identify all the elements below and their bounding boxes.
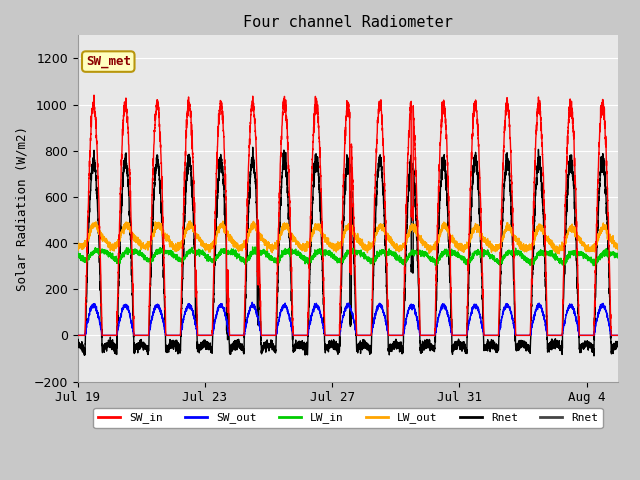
- Y-axis label: Solar Radiation (W/m2): Solar Radiation (W/m2): [15, 126, 28, 291]
- Legend: SW_in, SW_out, LW_in, LW_out, Rnet, Rnet: SW_in, SW_out, LW_in, LW_out, Rnet, Rnet: [93, 408, 603, 428]
- X-axis label: Time: Time: [333, 410, 363, 423]
- Text: SW_met: SW_met: [86, 55, 131, 68]
- Title: Four channel Radiometer: Four channel Radiometer: [243, 15, 453, 30]
